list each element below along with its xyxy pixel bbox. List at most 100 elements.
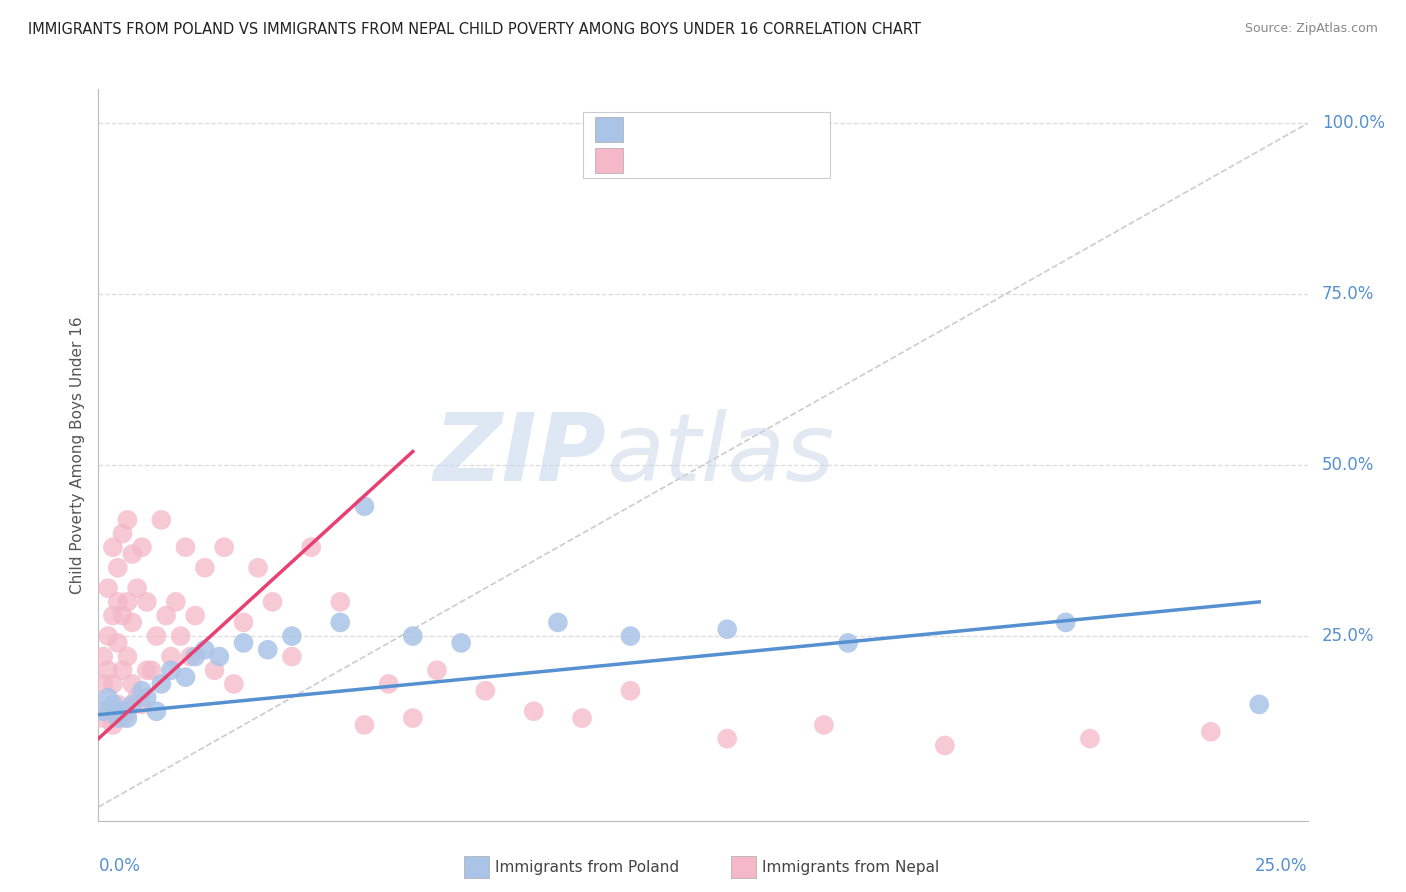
Point (813, 718, 835, 732)
Point (121, 547, 143, 561)
Point (121, 698, 143, 712)
Point (127, 690, 149, 705)
Point (571, 711, 593, 725)
Point (184, 649, 207, 664)
Text: 100.0%: 100.0% (1322, 114, 1385, 132)
Point (117, 649, 139, 664)
Point (299, 540, 322, 554)
Point (145, 704, 167, 718)
Point (1078, 731, 1101, 746)
Point (377, 677, 399, 691)
Text: 50.0%: 50.0% (1322, 456, 1375, 475)
Point (619, 683, 641, 698)
Point (222, 677, 245, 691)
Point (212, 540, 235, 554)
Point (131, 683, 153, 698)
Point (934, 739, 956, 753)
Point (135, 595, 157, 609)
Y-axis label: Child Poverty Among Boys Under 16: Child Poverty Among Boys Under 16 (69, 316, 84, 594)
Point (91, 711, 114, 725)
Text: R = 0.153   N = 29: R = 0.153 N = 29 (631, 120, 789, 138)
Point (281, 629, 304, 643)
Point (101, 540, 124, 554)
Point (97, 581, 120, 595)
Point (97, 629, 120, 643)
Point (91, 704, 114, 718)
Text: Source: ZipAtlas.com: Source: ZipAtlas.com (1244, 22, 1378, 36)
Point (117, 704, 139, 718)
Point (262, 595, 284, 609)
Point (474, 683, 496, 698)
Text: ZIP: ZIP (433, 409, 606, 501)
Point (97, 704, 120, 718)
Point (353, 718, 375, 732)
Point (208, 649, 231, 664)
Point (107, 595, 129, 609)
Point (353, 499, 375, 513)
Point (184, 608, 207, 623)
Point (107, 698, 129, 712)
Point (402, 711, 425, 725)
Point (402, 629, 425, 643)
Point (111, 663, 134, 677)
Point (194, 642, 217, 657)
Text: 25.0%: 25.0% (1322, 627, 1375, 645)
Point (329, 615, 352, 630)
Point (179, 649, 201, 664)
Point (160, 649, 183, 664)
Point (107, 711, 129, 725)
Point (150, 513, 173, 527)
Point (97, 663, 120, 677)
Point (716, 731, 738, 746)
Point (131, 698, 153, 712)
Point (131, 540, 153, 554)
Point (117, 595, 139, 609)
Point (121, 677, 143, 691)
Text: Immigrants from Poland: Immigrants from Poland (495, 860, 679, 874)
Point (174, 670, 197, 684)
Text: R = 0.521   N = 65: R = 0.521 N = 65 (631, 152, 789, 169)
Point (107, 560, 129, 574)
Point (232, 636, 254, 650)
Point (145, 629, 167, 643)
Point (111, 711, 134, 725)
Point (101, 608, 124, 623)
Point (91, 677, 114, 691)
Point (426, 663, 449, 677)
Point (619, 629, 641, 643)
Point (450, 636, 472, 650)
Point (174, 540, 197, 554)
Point (837, 636, 859, 650)
Point (281, 649, 304, 664)
Point (107, 636, 129, 650)
Text: Immigrants from Nepal: Immigrants from Nepal (762, 860, 939, 874)
Point (256, 642, 278, 657)
Point (141, 663, 163, 677)
Point (160, 663, 183, 677)
Text: 25.0%: 25.0% (1256, 857, 1308, 875)
Point (117, 711, 139, 725)
Point (101, 677, 124, 691)
Point (1199, 724, 1222, 739)
Text: 75.0%: 75.0% (1322, 285, 1375, 303)
Point (523, 704, 546, 718)
Point (169, 629, 191, 643)
Point (111, 526, 134, 541)
Point (91, 649, 114, 664)
Point (165, 595, 187, 609)
Point (232, 615, 254, 630)
Point (101, 698, 124, 712)
Point (135, 663, 157, 677)
Text: IMMIGRANTS FROM POLAND VS IMMIGRANTS FROM NEPAL CHILD POVERTY AMONG BOYS UNDER 1: IMMIGRANTS FROM POLAND VS IMMIGRANTS FRO… (28, 22, 921, 37)
Point (329, 595, 352, 609)
Point (111, 704, 134, 718)
Point (1054, 615, 1077, 630)
Text: atlas: atlas (606, 409, 835, 500)
Point (135, 690, 157, 705)
Point (1249, 698, 1271, 712)
Point (716, 622, 738, 636)
Point (111, 608, 134, 623)
Point (127, 581, 149, 595)
Point (117, 513, 139, 527)
Text: 0.0%: 0.0% (98, 857, 141, 875)
